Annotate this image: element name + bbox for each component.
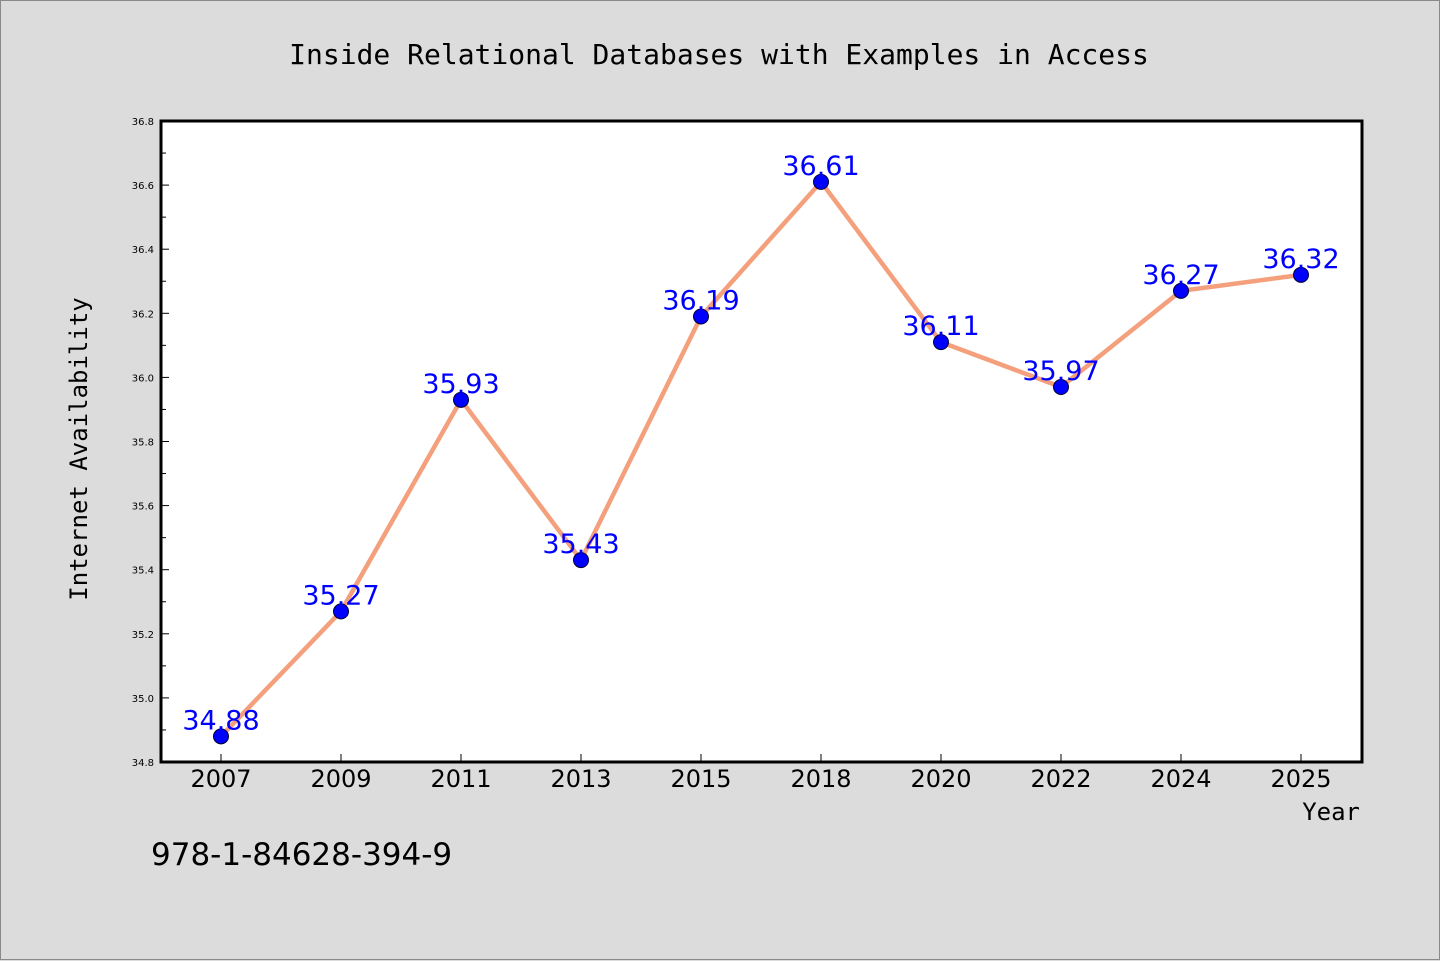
data-point-marker: [213, 728, 229, 745]
data-value-label: 35.43: [542, 529, 619, 560]
data-point-marker: [933, 334, 949, 351]
x-tick-label: 2025: [1270, 765, 1331, 793]
x-tick-label: 2020: [910, 765, 971, 793]
data-value-label: 36.27: [1142, 260, 1219, 291]
x-tick-label: 2022: [1030, 765, 1091, 793]
data-point-marker: [453, 391, 469, 408]
x-tick-label: 2013: [550, 765, 611, 793]
x-axis-label: Year: [1302, 798, 1360, 826]
data-point-marker: [573, 552, 589, 569]
data-point-marker: [1053, 379, 1069, 396]
data-value-label: 36.19: [662, 286, 739, 317]
x-tick-label: 2024: [1150, 765, 1211, 793]
data-value-label: 36.11: [902, 311, 979, 342]
y-tick-label: 36.0: [132, 373, 154, 384]
series-line-group: [218, 179, 1304, 739]
data-point-marker: [333, 603, 349, 620]
x-tick-label: 2007: [190, 765, 251, 793]
y-tick-label: 35.0: [132, 694, 154, 705]
data-point-marker: [693, 308, 709, 325]
y-tick-label: 35.6: [132, 502, 154, 513]
y-tick-label: 36.2: [132, 309, 154, 320]
x-axis: 2007 2009 2011 2013 2015 2018 2020 2022 2024 2025: [190, 754, 1332, 793]
y-tick-label: 36.8: [132, 117, 154, 128]
data-point-marker: [1173, 282, 1189, 299]
data-value-label: 34.88: [182, 705, 259, 736]
x-tick-label: 2011: [430, 765, 491, 793]
y-axis: 34.8 35.0 35.2 35.4 35.6 35.8 36.0 36.2 36.4 36.6…: [132, 117, 169, 769]
data-point-marker: [1293, 266, 1309, 283]
series-line: [218, 179, 1304, 739]
data-value-label: 35.97: [1022, 356, 1099, 387]
x-tick-label: 2015: [670, 765, 731, 793]
plot-area: [159, 119, 1364, 764]
data-point-marker: [813, 173, 829, 190]
data-value-label: 35.93: [422, 369, 499, 400]
y-tick-label: 35.4: [132, 566, 154, 577]
chart-title: Inside Relational Databases with Example…: [289, 38, 1149, 71]
y-tick-label: 35.8: [132, 438, 154, 449]
data-labels-group: 34.88 35.27 35.93 35.43 36.19 36.61 36.11 35.97…: [182, 151, 1339, 736]
y-tick-label: 36.6: [132, 181, 154, 192]
y-tick-label: 35.2: [132, 630, 154, 641]
y-tick-label: 36.4: [132, 245, 154, 256]
data-markers-group: [213, 173, 1309, 745]
data-value-label: 36.32: [1262, 244, 1339, 275]
y-axis-label: Internet Availability: [65, 297, 93, 600]
x-tick-label: 2018: [790, 765, 851, 793]
data-value-label: 35.27: [302, 580, 379, 611]
x-tick-label: 2009: [310, 765, 371, 793]
data-value-label: 36.61: [782, 151, 859, 182]
isbn-footer-text: 978-1-84628-394-9: [151, 837, 452, 873]
y-tick-label: 34.8: [132, 758, 154, 769]
